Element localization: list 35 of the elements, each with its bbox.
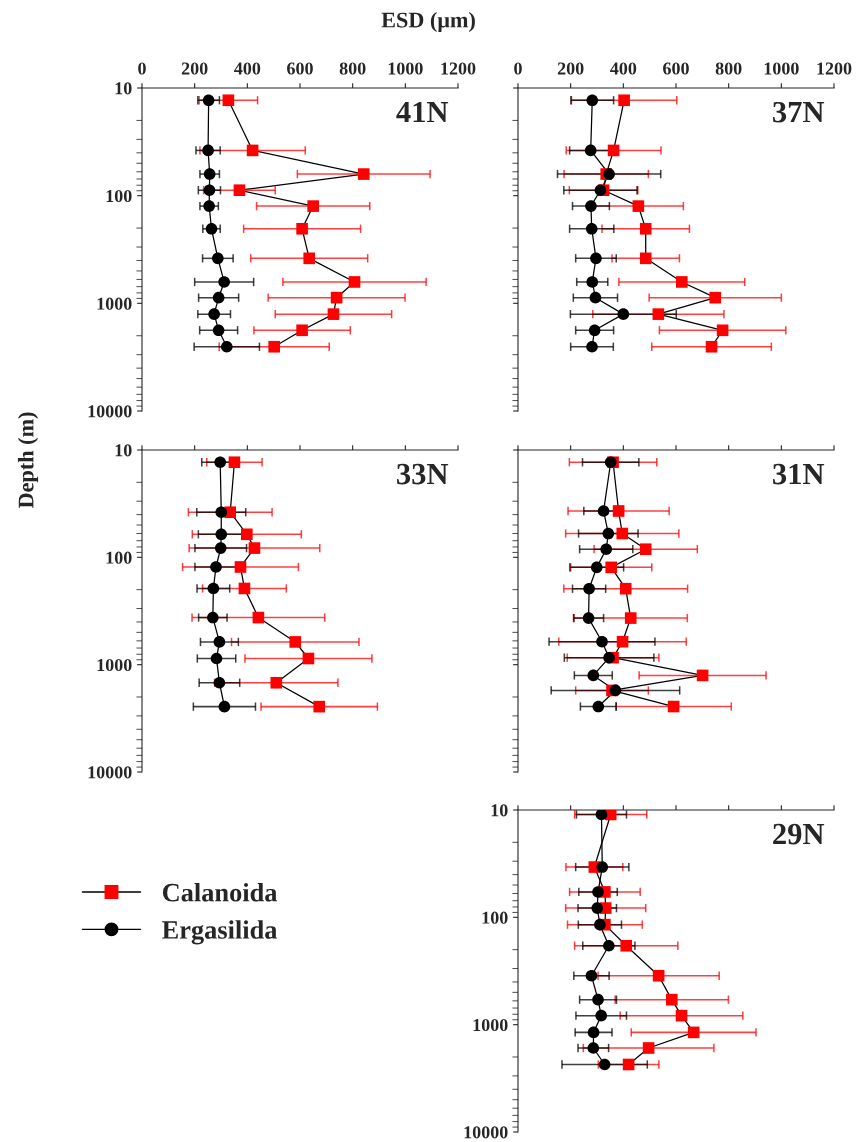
y-tick-label: 10 [115,82,132,95]
x-tick-label: 0 [514,62,522,75]
x-tick-label: 1200 [817,62,852,75]
x-tick-label: 600 [663,62,689,75]
y-tick-label: 10 [491,804,508,817]
y-tick-label: 1000 [97,658,132,672]
y-tick-label: 10000 [88,766,132,779]
y-tick-label: 10000 [464,1126,508,1139]
x-axis-title: ESD (μm) [381,11,475,33]
legend-label: Calanoida [162,882,278,902]
chart-title: 29N [773,823,825,845]
x-tick-label: 400 [610,62,637,75]
y-tick-label: 100 [106,189,132,203]
y-tick-label: 1000 [473,1018,508,1032]
x-tick-label: 600 [287,62,313,75]
chart-title: 37N [773,101,825,123]
y-axis-title: Depth (m) [17,412,39,509]
x-tick-label: 400 [234,62,261,75]
x-tick-label: 800 [715,62,742,75]
legend-label: Ergasilida [162,920,278,945]
x-tick-label: 200 [181,62,208,75]
y-tick-label: 10000 [88,405,132,418]
chart-title: 33N [397,463,449,485]
x-tick-label: 0 [138,62,146,75]
x-tick-label: 1000 [388,62,423,75]
x-tick-label: 200 [557,62,584,75]
x-tick-label: 800 [339,62,366,75]
chart-title: 31N [773,463,825,485]
y-tick-label: 1000 [97,297,132,310]
chart-title: 41N [396,101,449,123]
y-tick-label: 10 [115,444,132,457]
x-tick-label: 1000 [764,62,799,75]
y-tick-label: 100 [482,911,508,924]
x-tick-label: 1200 [441,62,476,75]
y-tick-label: 100 [106,551,132,564]
